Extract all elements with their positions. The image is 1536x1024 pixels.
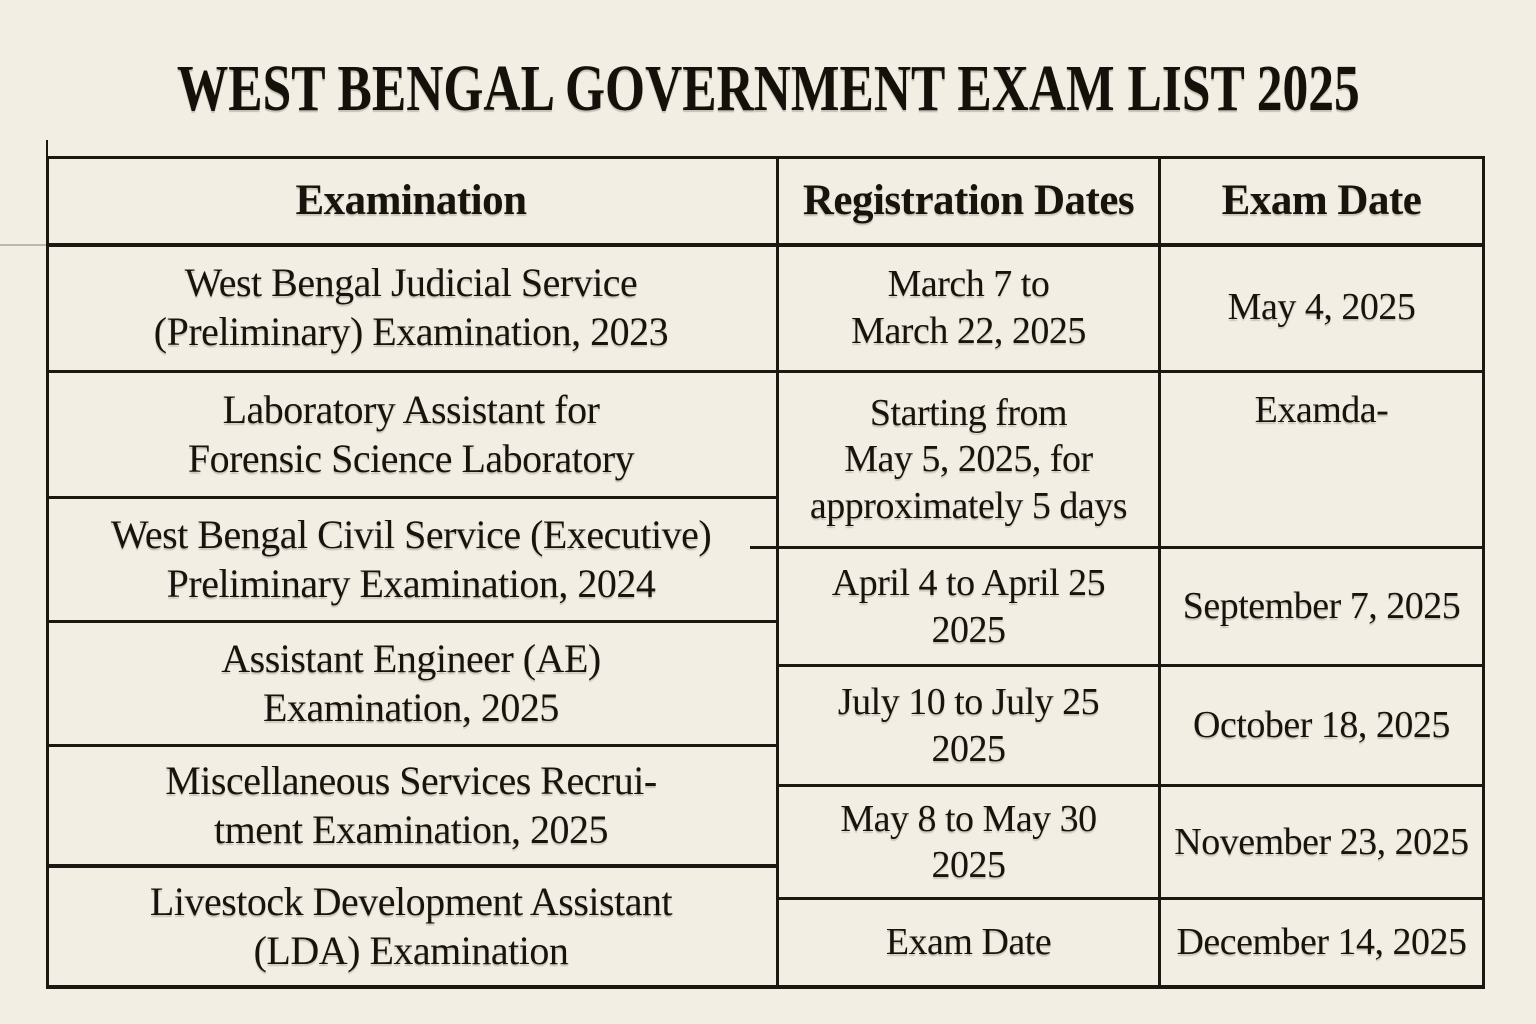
registration-cell-1: March 7 to March 22, 2025 [851, 263, 1086, 352]
exam-date-cell-1: May 4, 2025 [1227, 286, 1416, 329]
registration-cell-2: Starting from May 5, 2025, for approxima… [809, 391, 1128, 527]
left-col-rule-5 [46, 864, 779, 868]
table-header-rule [46, 243, 1485, 247]
table-border-bottom [46, 985, 1485, 989]
page-title-text: WEST BENGAL GOVERNMENT EXAM LIST 2025 [176, 52, 1360, 125]
examination-cell-5: Miscellaneous Services Recrui- tment Exa… [165, 757, 657, 852]
exam-date-cell-6: December 14, 2025 [1176, 921, 1467, 964]
left-col-rule-4 [46, 744, 779, 747]
table-border-right [1482, 156, 1485, 989]
table-row1-rule [46, 370, 1485, 373]
examination-cell-4: Assistant Engineer (AE) Examination, 202… [221, 635, 601, 730]
exam-date-cell-5: November 23, 2025 [1174, 820, 1469, 863]
edge-dash-artifact [0, 244, 46, 246]
exam-date-cell-2: Examda- [1254, 389, 1389, 431]
header-examination: Examination [295, 176, 527, 224]
table-divider-col2-col3 [1158, 156, 1161, 989]
examination-cell-6: Livestock Development Assistant (LDA) Ex… [149, 878, 673, 973]
corner-tick-artifact [46, 140, 48, 156]
right-col-rule-5 [776, 897, 1485, 900]
header-exam-date: Exam Date [1221, 176, 1422, 224]
examination-cell-3: West Bengal Civil Service (Executive) Pr… [110, 511, 712, 606]
left-col-rule-3 [46, 620, 779, 623]
examination-cell-2: Laboratory Assistant for Forensic Scienc… [187, 386, 635, 481]
left-col-rule-2 [46, 496, 779, 499]
table-border-left [46, 156, 49, 989]
right-col-rule-3 [776, 664, 1485, 667]
header-registration-dates: Registration Dates [802, 176, 1135, 224]
registration-cell-3: April 4 to April 25 2025 [831, 562, 1106, 651]
registration-cell-4: July 10 to July 25 2025 [837, 681, 1100, 770]
exam-date-cell-4: October 18, 2025 [1193, 704, 1450, 747]
right-col-rule-2 [750, 546, 1485, 549]
right-col-rule-4 [776, 784, 1485, 787]
registration-cell-5: May 8 to May 30 2025 [840, 797, 1097, 886]
table-border-top [46, 156, 1485, 159]
page-title: WEST BENGAL GOVERNMENT EXAM LIST 2025 [0, 56, 1536, 122]
exam-date-cell-3: September 7, 2025 [1182, 585, 1461, 628]
registration-cell-6: Exam Date [885, 921, 1052, 964]
examination-cell-1: West Bengal Judicial Service (Preliminar… [153, 259, 669, 354]
table-divider-col1-col2 [776, 156, 779, 989]
